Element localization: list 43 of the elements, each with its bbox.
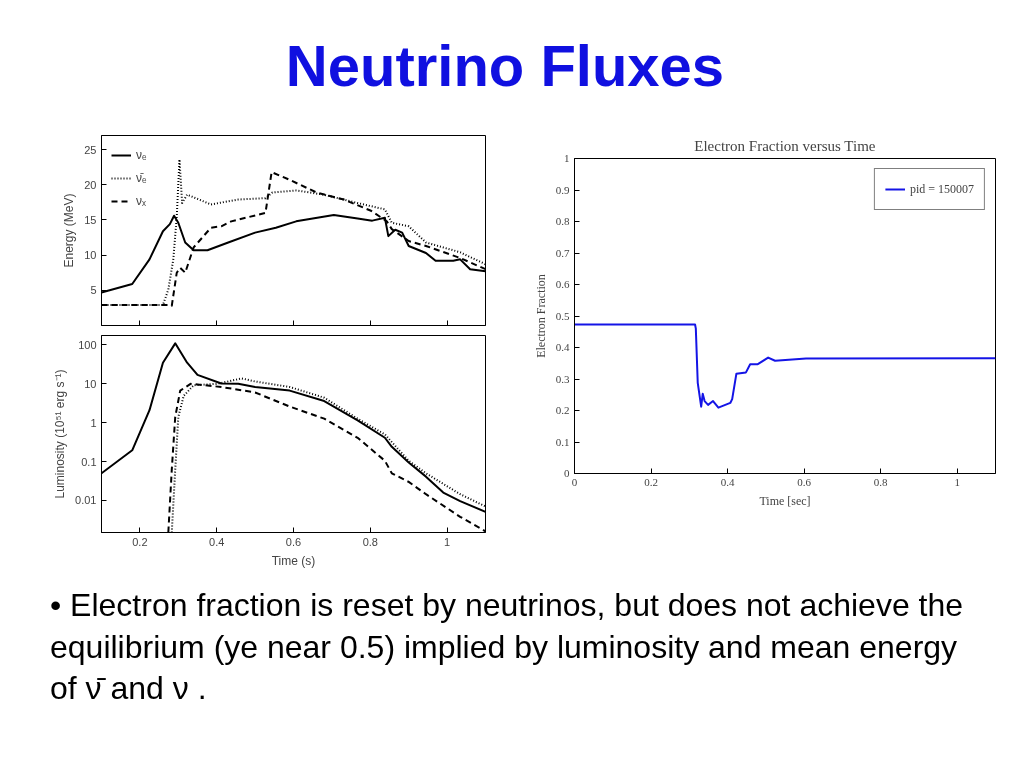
y-tick-label: 10	[84, 249, 97, 262]
y-tick-label: 0.5	[555, 309, 570, 322]
legend-label: pid = 150007	[909, 181, 974, 197]
y-tick-label: 0.1	[81, 455, 97, 468]
y-axis-title: Luminosity (10⁵¹ erg s⁻¹)	[53, 369, 68, 499]
x-tick-label: 1	[954, 475, 960, 488]
y-tick-label: 100	[78, 338, 97, 351]
y-tick-label: 0.6	[555, 278, 570, 290]
y-tick-label: 0.8	[555, 215, 570, 227]
y-tick-label: 1	[564, 152, 570, 164]
y-axis-title: Electron Fraction	[533, 274, 548, 358]
y-tick-label: 25	[84, 143, 97, 156]
legend-label: νₓ	[136, 194, 147, 208]
y-tick-label: 15	[84, 213, 97, 226]
y-tick-label: 0.3	[555, 372, 570, 385]
y-tick-label: 0.7	[555, 246, 570, 259]
y-tick-label: 0.4	[555, 341, 570, 353]
y-tick-label: 1	[90, 416, 97, 429]
x-tick-label: 0.8	[873, 475, 889, 488]
chart-title: Electron Fraction versus Time	[694, 137, 876, 154]
x-axis-title: Time [sec]	[759, 493, 811, 508]
y-tick-label: 0.2	[555, 404, 570, 416]
y-tick-label: 0	[564, 467, 570, 479]
y-tick-label: 10	[84, 377, 97, 390]
x-tick-label: 0.4	[720, 475, 735, 488]
legend-label: ν̄ₑ	[136, 171, 148, 185]
y-tick-label: 5	[90, 284, 97, 297]
legend-label: νₑ	[136, 148, 148, 162]
y-axis-title: Energy (MeV)	[62, 193, 77, 268]
y-tick-label: 20	[84, 178, 97, 191]
x-tick-label: 0.6	[285, 535, 302, 548]
x-tick-label: 0.6	[797, 475, 812, 488]
x-tick-label: 0.2	[644, 475, 658, 488]
x-tick-label: 1	[444, 535, 451, 548]
y-tick-label: 0.1	[555, 435, 570, 448]
x-axis-title: Time (s)	[271, 553, 316, 568]
y-tick-label: 0.01	[75, 494, 97, 507]
text: • Electron fraction is reset by neutrinos, but does not achieve the equilibrium (ye near 0.5) implied by luminosity and mean energy of ν̄ and ν .	[50, 586, 965, 709]
x-tick-label: 0.2	[132, 535, 148, 548]
x-tick-label: 0.8	[362, 535, 378, 548]
x-tick-label: 0.4	[209, 535, 225, 548]
y-tick-label: 0.9	[555, 183, 570, 196]
text: Neutrino Fluxes	[285, 32, 725, 100]
